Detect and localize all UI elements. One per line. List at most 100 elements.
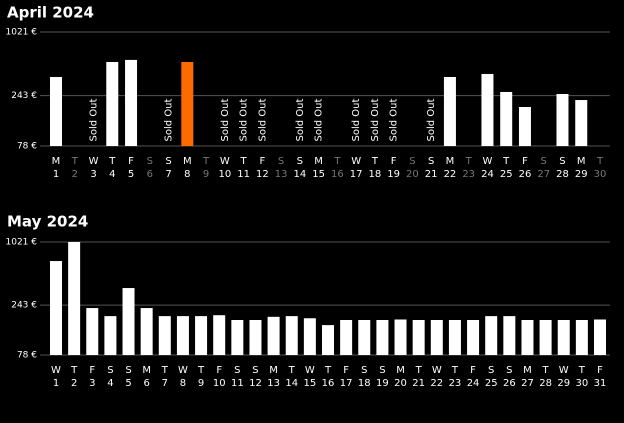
- weekday-label: F: [391, 156, 397, 167]
- bar: [485, 316, 498, 355]
- weekday-label: T: [451, 365, 459, 376]
- bar: [518, 107, 531, 146]
- day-label: 16: [331, 169, 344, 180]
- weekday-label: S: [165, 156, 171, 167]
- bar: [104, 316, 117, 355]
- weekday-label: M: [523, 365, 532, 376]
- bar: [50, 261, 62, 355]
- weekday-label: T: [333, 156, 341, 167]
- weekday-label: W: [559, 365, 569, 376]
- sold-out-label: Sold Out: [220, 98, 231, 141]
- y-tick-label: 243 €: [11, 301, 37, 311]
- day-label: 23: [462, 169, 475, 180]
- sold-out-label: Sold Out: [164, 98, 175, 141]
- bar: [539, 320, 552, 355]
- sold-out-label: Sold Out: [370, 98, 381, 141]
- weekday-label: S: [379, 365, 385, 376]
- bar: [140, 308, 153, 355]
- bar: [106, 61, 119, 146]
- day-label: 30: [594, 169, 607, 180]
- sold-out-label: Sold Out: [389, 98, 400, 141]
- bar: [86, 308, 99, 355]
- day-label: 30: [575, 378, 588, 389]
- day-label: 12: [256, 169, 269, 180]
- day-label: 20: [394, 378, 407, 389]
- bar: [249, 320, 262, 355]
- day-label: 5: [128, 169, 134, 180]
- day-label: 26: [519, 169, 532, 180]
- bar: [176, 316, 189, 355]
- bar: [503, 316, 516, 355]
- y-tick-label: 243 €: [11, 91, 37, 101]
- sold-out-label: Sold Out: [426, 98, 437, 141]
- day-label: 2: [72, 169, 78, 180]
- day-label: 3: [89, 378, 95, 389]
- weekday-label: T: [288, 365, 296, 376]
- bar: [50, 76, 62, 146]
- day-label: 3: [90, 169, 96, 180]
- day-label: 15: [312, 169, 325, 180]
- bar: [556, 94, 569, 146]
- weekday-label: S: [541, 156, 547, 167]
- day-label: 27: [537, 169, 550, 180]
- weekday-label: S: [107, 365, 113, 376]
- weekday-label: F: [259, 156, 265, 167]
- sold-out-label: Sold Out: [239, 98, 250, 141]
- day-label: 14: [293, 169, 306, 180]
- bar: [557, 320, 570, 355]
- bar: [68, 242, 81, 355]
- bar: [125, 59, 138, 147]
- day-label: 14: [285, 378, 298, 389]
- weekday-label: S: [297, 156, 303, 167]
- weekday-label: W: [305, 365, 315, 376]
- weekday-label: T: [202, 156, 210, 167]
- chart-title: April 2024: [7, 4, 94, 22]
- day-label: 22: [430, 378, 443, 389]
- weekday-label: T: [578, 365, 586, 376]
- day-label: 4: [107, 378, 113, 389]
- day-label: 31: [594, 378, 607, 389]
- day-label: 22: [444, 169, 457, 180]
- weekday-label: S: [428, 156, 434, 167]
- day-label: 25: [485, 378, 498, 389]
- bar: [267, 316, 280, 355]
- weekday-label: S: [409, 156, 415, 167]
- bar: [412, 320, 425, 355]
- weekday-label: F: [522, 156, 528, 167]
- weekday-label: M: [577, 156, 586, 167]
- weekday-label: T: [542, 365, 550, 376]
- day-label: 1: [53, 169, 59, 180]
- sold-out-label: Sold Out: [89, 98, 100, 141]
- weekday-label: W: [89, 156, 99, 167]
- weekday-label: S: [125, 365, 131, 376]
- day-label: 17: [350, 169, 363, 180]
- day-label: 9: [198, 378, 204, 389]
- day-label: 11: [237, 169, 250, 180]
- sold-out-label: Sold Out: [314, 98, 325, 141]
- weekday-label: T: [415, 365, 423, 376]
- y-tick-label: 1021 €: [6, 28, 38, 38]
- weekday-label: M: [269, 365, 278, 376]
- day-label: 21: [412, 378, 425, 389]
- weekday-label: F: [597, 365, 603, 376]
- weekday-label: W: [432, 365, 442, 376]
- day-label: 23: [449, 378, 462, 389]
- bar: [213, 315, 226, 355]
- weekday-label: M: [446, 156, 455, 167]
- bar: [394, 319, 407, 355]
- y-tick-label: 78 €: [17, 351, 37, 361]
- day-label: 19: [387, 169, 400, 180]
- bar: [500, 91, 513, 146]
- bar: [443, 76, 456, 146]
- weekday-label: T: [596, 156, 604, 167]
- day-label: 27: [521, 378, 534, 389]
- day-label: 29: [575, 169, 588, 180]
- bar: [358, 320, 371, 355]
- day-label: 21: [425, 169, 438, 180]
- day-label: 26: [503, 378, 516, 389]
- weekday-label: M: [52, 156, 61, 167]
- day-label: 6: [147, 169, 153, 180]
- bar: [303, 318, 316, 355]
- day-label: 8: [184, 169, 190, 180]
